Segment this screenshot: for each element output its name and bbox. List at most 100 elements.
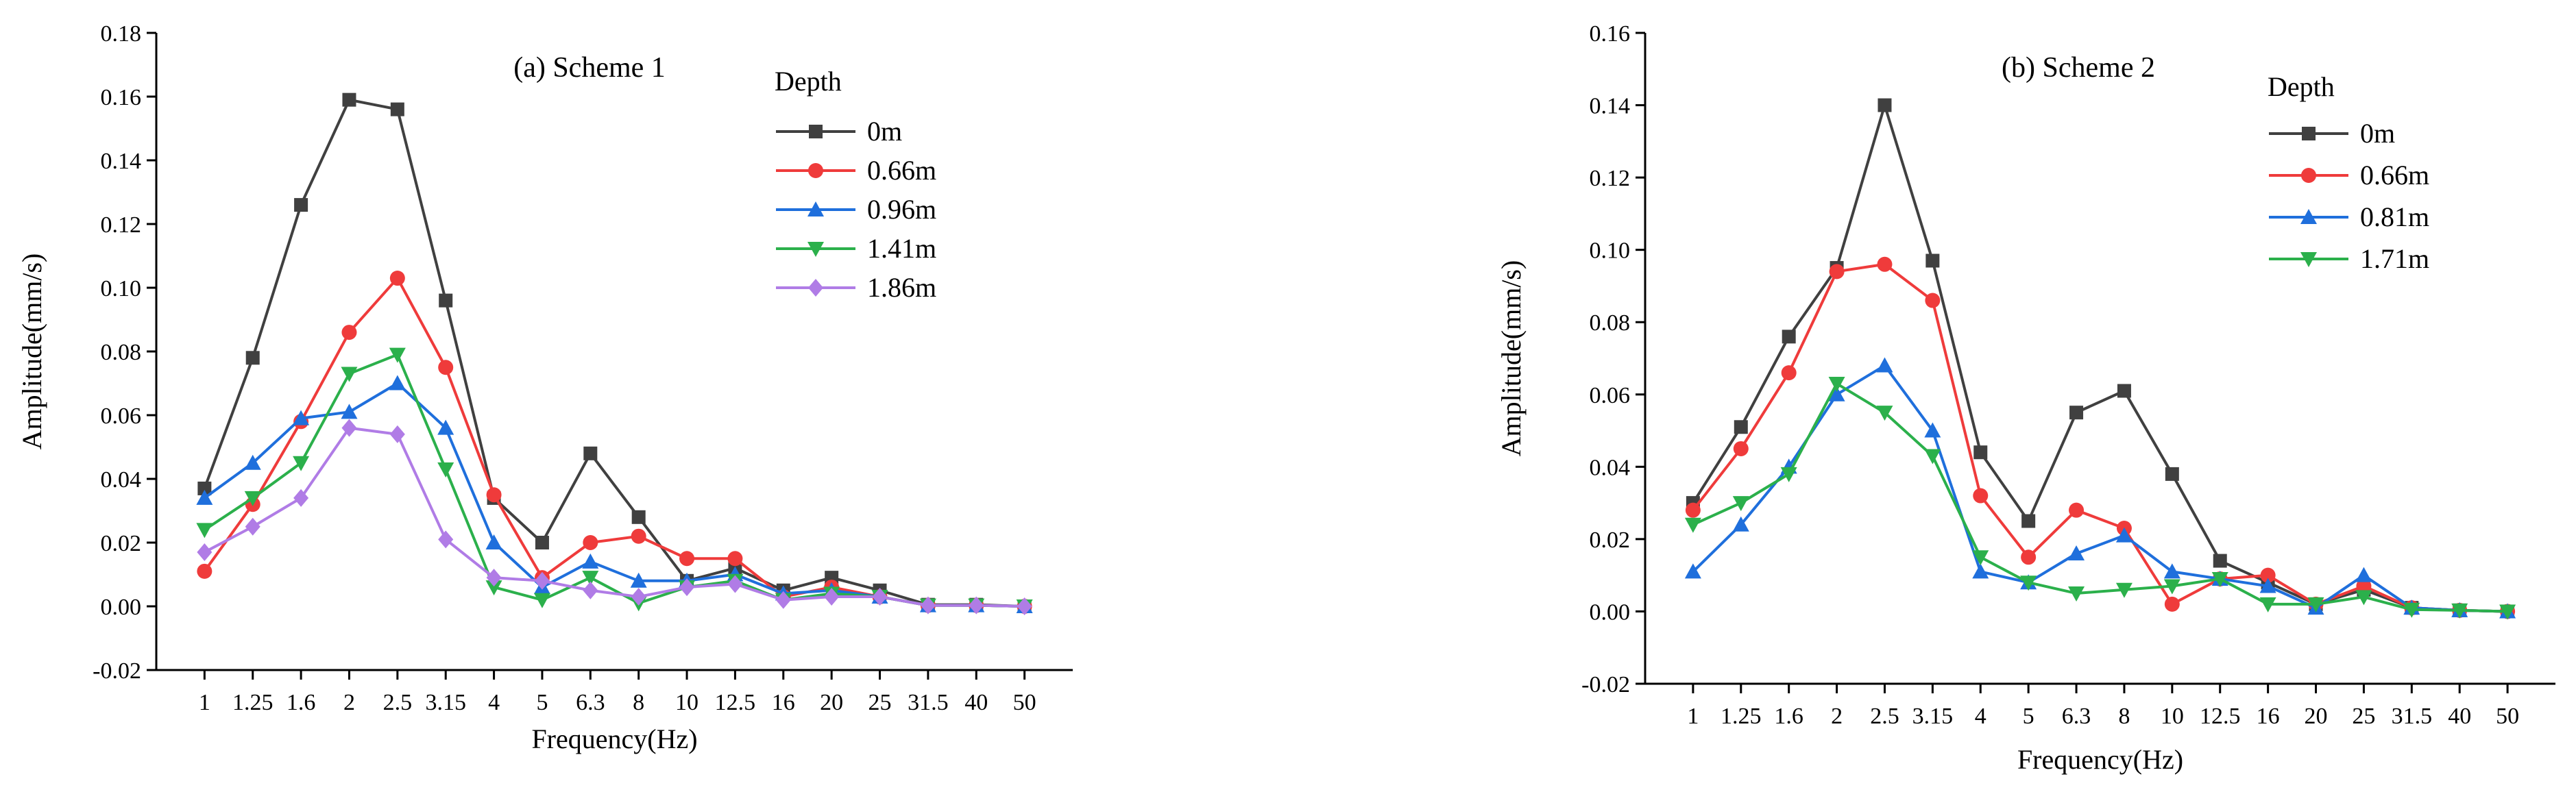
x-tick-label: 10 [675,690,698,715]
legend-item: 1.86m [776,272,936,303]
y-tick-label: 0.04 [101,467,142,493]
data-point [1781,365,1797,381]
data-point [341,367,358,382]
data-point [1732,496,1749,512]
data-point [1782,330,1796,344]
x-tick-label: 2.5 [1870,704,1899,729]
data-point [1684,517,1701,533]
data-point [2165,467,2179,481]
series-line [1692,382,2508,613]
y-tick-label: -0.02 [1581,672,1630,697]
data-point [2259,578,2276,593]
legend: Depth 0m 0.66m 0.81m 1.71m [2268,71,2429,274]
data-point [2020,575,2037,591]
data-point [534,571,550,590]
data-point [2355,590,2372,606]
legend-item: 0m [2269,118,2395,149]
x-tick-label: 6.3 [2062,704,2091,729]
data-point [872,588,888,606]
data-point [341,419,357,437]
legend-label: 1.86m [867,272,936,303]
legend-label: 0.96m [867,194,936,225]
x-tick-label: 1.25 [1721,704,1762,729]
x-tick-label: 3.15 [425,690,466,715]
data-point [244,491,261,506]
data-point [2356,578,2372,594]
data-point [485,534,502,549]
series-line [204,426,1025,608]
data-point [2451,603,2468,619]
legend-swatch-marker [2302,127,2316,140]
x-tick-label: 5 [2023,704,2034,729]
data-point [2164,596,2180,612]
y-tick-label: 0.12 [1590,166,1631,191]
data-point [2021,549,2037,565]
data-point [197,543,212,561]
x-tick-label: 10 [2161,704,2184,729]
data-point [2213,554,2227,568]
data-point [582,571,599,586]
data-point [438,360,454,375]
x-tick-label: 50 [2496,704,2519,729]
data-point [2355,567,2372,582]
data-point [1877,256,1893,272]
y-tick-label: 0.06 [1590,383,1631,408]
x-tick-label: 4 [488,690,500,715]
data-point [2307,597,2324,612]
x-tick-label: 2 [343,690,355,715]
data-point [1829,264,1845,280]
legend-swatch-marker [809,125,823,138]
legend-title: Depth [2268,71,2335,102]
x-tick-label: 5 [536,690,548,715]
legend-swatch-marker [808,163,823,178]
data-point [1924,449,1941,465]
x-tick-label: 1 [1687,704,1699,729]
data-point [727,551,743,567]
data-point [389,425,405,443]
x-tick-label: 3.15 [1912,704,1954,729]
legend-item: 0m [776,116,902,147]
data-point [196,489,213,505]
data-point [1684,563,1701,579]
chart-title: (a) Scheme 1 [513,52,666,84]
legend-swatch-marker [2300,209,2317,224]
x-tick-label: 16 [772,690,795,715]
data-point [2115,527,2133,543]
x-tick-label: 16 [2257,704,2280,729]
y-axis-title: Amplitude(mm/s) [16,253,47,450]
y-axis-title: Amplitude(mm/s) [1496,260,1527,457]
y-tick-label: 0.16 [101,85,142,110]
legend-label: 1.71m [2360,243,2429,274]
data-point [294,198,308,212]
data-point [679,578,695,597]
x-axis-title: Frequency(Hz) [2017,744,2183,775]
data-point [1925,293,1941,308]
y-tick-label: 0.02 [101,531,142,556]
x-axis-title: Frequency(Hz) [531,723,697,754]
data-point [1924,422,1941,438]
legend-item: 1.41m [776,233,936,264]
y-tick-label: 0.00 [101,595,142,620]
y-tick-label: 0.14 [101,149,142,174]
data-point [1972,550,1989,566]
x-tick-label: 40 [2448,704,2471,729]
x-tick-label: 20 [2305,704,2328,729]
y-tick-label: -0.02 [93,658,141,684]
data-point [2115,582,2133,598]
data-point [679,551,695,567]
data-point [1876,357,1893,373]
y-tick-label: 0.18 [101,21,142,47]
legend-item: 0.96m [776,194,936,225]
series-1.86m [197,419,1032,615]
data-point [775,591,791,609]
data-point [2211,571,2228,587]
legend-label: 0.66m [2360,160,2429,190]
data-point [389,375,406,391]
x-tick-label: 1.25 [232,690,274,715]
data-point [1733,441,1749,456]
data-point [1685,502,1701,518]
data-point [582,553,599,569]
data-point [389,271,405,286]
series-line [1692,262,2508,613]
